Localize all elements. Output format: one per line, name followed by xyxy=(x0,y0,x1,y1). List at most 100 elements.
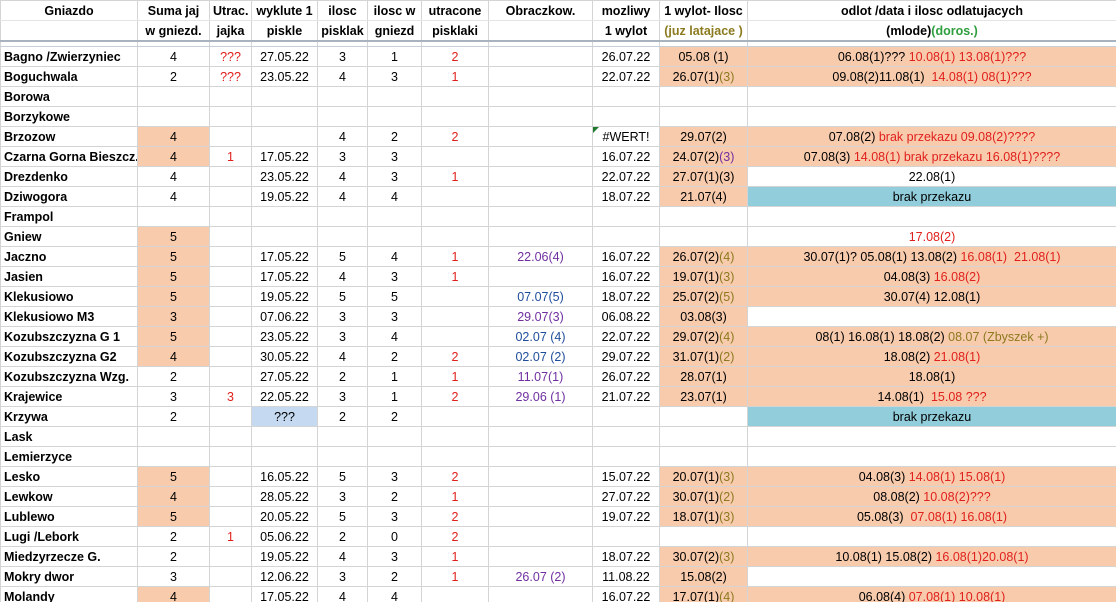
cell-utracone-pisklaki[interactable]: 1 xyxy=(421,166,489,187)
cell-odlot[interactable]: 18.08(1) xyxy=(747,366,1116,387)
cell-ilosc-pisklak[interactable] xyxy=(317,226,368,247)
cell-ilosc-pisklak[interactable] xyxy=(317,86,368,107)
cell-obraczkow[interactable] xyxy=(488,186,593,207)
cell-utrac-jajka[interactable] xyxy=(209,306,252,327)
cell-wyklute[interactable]: 27.05.22 xyxy=(251,366,318,387)
cell-utrac-jajka[interactable] xyxy=(209,186,252,207)
cell-mozliwy-wylot[interactable]: 16.07.22 xyxy=(592,266,660,287)
cell-suma-jaj[interactable] xyxy=(137,106,210,127)
cell-utracone-pisklaki[interactable]: 2 xyxy=(421,386,489,407)
cell-gniazdo[interactable]: Mokry dwor xyxy=(0,566,138,587)
cell-ilosc-pisklak[interactable]: 2 xyxy=(317,526,368,547)
cell-utrac-jajka[interactable] xyxy=(209,426,252,447)
cell-mozliwy-wylot[interactable]: 19.07.22 xyxy=(592,506,660,527)
cell-odlot[interactable]: 08(1) 16.08(1) 18.08(2) 08.07 (Zbyszek +… xyxy=(747,326,1116,347)
cell-gniazdo[interactable]: Krzywa xyxy=(0,406,138,427)
cell-ilosc-w-gniezd[interactable]: 2 xyxy=(367,566,422,587)
cell-ilosc-pisklak[interactable]: 4 xyxy=(317,66,368,87)
cell-gniazdo[interactable]: Lesko xyxy=(0,466,138,487)
cell-ilosc-pisklak[interactable] xyxy=(317,446,368,467)
cell-utrac-jajka[interactable] xyxy=(209,406,252,427)
cell-odlot[interactable]: brak przekazu xyxy=(747,186,1116,207)
cell-gniazdo[interactable]: Lublewo xyxy=(0,506,138,527)
cell-suma-jaj[interactable] xyxy=(137,446,210,467)
cell-wyklute[interactable]: 17.05.22 xyxy=(251,146,318,167)
cell-wylot[interactable]: 24.07(2)(3) xyxy=(659,146,748,167)
cell-gniazdo[interactable]: Brzozow xyxy=(0,126,138,147)
cell-ilosc-pisklak[interactable]: 3 xyxy=(317,146,368,167)
cell-utrac-jajka[interactable]: ??? xyxy=(209,66,252,87)
cell-suma-jaj[interactable]: 4 xyxy=(137,46,210,67)
cell-odlot[interactable]: 05.08(3) 07.08(1) 16.08(1) xyxy=(747,506,1116,527)
cell-utrac-jajka[interactable]: ??? xyxy=(209,46,252,67)
cell-wyklute[interactable] xyxy=(251,106,318,127)
cell-ilosc-pisklak[interactable] xyxy=(317,426,368,447)
cell-utracone-pisklaki[interactable]: 2 xyxy=(421,506,489,527)
cell-ilosc-w-gniezd[interactable]: 4 xyxy=(367,326,422,347)
cell-ilosc-pisklak[interactable]: 2 xyxy=(317,406,368,427)
cell-suma-jaj[interactable]: 2 xyxy=(137,66,210,87)
cell-wyklute[interactable]: 07.06.22 xyxy=(251,306,318,327)
cell-odlot[interactable]: 04.08(3) 16.08(2) xyxy=(747,266,1116,287)
cell-utracone-pisklaki[interactable]: 1 xyxy=(421,266,489,287)
cell-utracone-pisklaki[interactable]: 1 xyxy=(421,546,489,567)
cell-utracone-pisklaki[interactable] xyxy=(421,406,489,427)
cell-utrac-jajka[interactable] xyxy=(209,166,252,187)
cell-wyklute[interactable]: 16.05.22 xyxy=(251,466,318,487)
cell-ilosc-w-gniezd[interactable]: 2 xyxy=(367,486,422,507)
cell-suma-jaj[interactable]: 3 xyxy=(137,306,210,327)
cell-wyklute[interactable]: 19.05.22 xyxy=(251,286,318,307)
cell-mozliwy-wylot[interactable]: 22.07.22 xyxy=(592,66,660,87)
cell-utracone-pisklaki[interactable] xyxy=(421,226,489,247)
cell-wylot[interactable]: 29.07(2) xyxy=(659,126,748,147)
cell-wylot[interactable] xyxy=(659,526,748,547)
cell-ilosc-w-gniezd[interactable]: 3 xyxy=(367,466,422,487)
cell-utracone-pisklaki[interactable]: 2 xyxy=(421,526,489,547)
cell-utrac-jajka[interactable] xyxy=(209,266,252,287)
cell-utracone-pisklaki[interactable] xyxy=(421,426,489,447)
cell-odlot[interactable] xyxy=(747,86,1116,107)
cell-obraczkow[interactable] xyxy=(488,526,593,547)
cell-mozliwy-wylot[interactable]: 18.07.22 xyxy=(592,286,660,307)
cell-utrac-jajka[interactable] xyxy=(209,466,252,487)
cell-wyklute[interactable]: 27.05.22 xyxy=(251,46,318,67)
cell-ilosc-pisklak[interactable]: 3 xyxy=(317,386,368,407)
cell-mozliwy-wylot[interactable]: 15.07.22 xyxy=(592,466,660,487)
cell-wylot[interactable]: 25.07(2)(5) xyxy=(659,286,748,307)
cell-wylot[interactable]: 23.07(1) xyxy=(659,386,748,407)
cell-mozliwy-wylot[interactable]: 26.07.22 xyxy=(592,366,660,387)
cell-ilosc-w-gniezd[interactable]: 3 xyxy=(367,306,422,327)
cell-gniazdo[interactable]: Lemierzyce xyxy=(0,446,138,467)
cell-utracone-pisklaki[interactable] xyxy=(421,146,489,167)
cell-wyklute[interactable] xyxy=(251,86,318,107)
cell-wyklute[interactable]: 22.05.22 xyxy=(251,386,318,407)
cell-gniazdo[interactable]: Frampol xyxy=(0,206,138,227)
cell-odlot[interactable]: 09.08(2)11.08(1) 14.08(1) 08(1)??? xyxy=(747,66,1116,87)
cell-gniazdo[interactable]: Boguchwala xyxy=(0,66,138,87)
cell-ilosc-pisklak[interactable]: 3 xyxy=(317,566,368,587)
cell-odlot[interactable]: 18.08(2) 21.08(1) xyxy=(747,346,1116,367)
cell-gniazdo[interactable]: Borowa xyxy=(0,86,138,107)
cell-mozliwy-wylot[interactable]: 26.07.22 xyxy=(592,46,660,67)
cell-suma-jaj[interactable]: 2 xyxy=(137,546,210,567)
cell-obraczkow[interactable] xyxy=(488,146,593,167)
cell-ilosc-w-gniezd[interactable]: 1 xyxy=(367,386,422,407)
cell-mozliwy-wylot[interactable] xyxy=(592,446,660,467)
cell-ilosc-pisklak[interactable]: 4 xyxy=(317,266,368,287)
cell-obraczkow[interactable]: 02.07 (4) xyxy=(488,326,593,347)
cell-suma-jaj[interactable]: 4 xyxy=(137,166,210,187)
cell-wylot[interactable]: 26.07(2)(4) xyxy=(659,246,748,267)
cell-ilosc-w-gniezd[interactable]: 2 xyxy=(367,126,422,147)
cell-gniazdo[interactable]: Miedzyrzecze G. xyxy=(0,546,138,567)
cell-suma-jaj[interactable]: 5 xyxy=(137,286,210,307)
cell-odlot[interactable]: 04.08(3) 14.08(1) 15.08(1) xyxy=(747,466,1116,487)
cell-suma-jaj[interactable]: 5 xyxy=(137,466,210,487)
cell-wylot[interactable]: 31.07(1)(2) xyxy=(659,346,748,367)
cell-odlot[interactable] xyxy=(747,306,1116,327)
cell-ilosc-pisklak[interactable]: 5 xyxy=(317,286,368,307)
cell-wylot[interactable]: 30.07(1)(2) xyxy=(659,486,748,507)
cell-ilosc-w-gniezd[interactable] xyxy=(367,226,422,247)
cell-wylot[interactable]: 29.07(2)(4) xyxy=(659,326,748,347)
cell-wylot[interactable] xyxy=(659,206,748,227)
cell-ilosc-w-gniezd[interactable]: 3 xyxy=(367,146,422,167)
